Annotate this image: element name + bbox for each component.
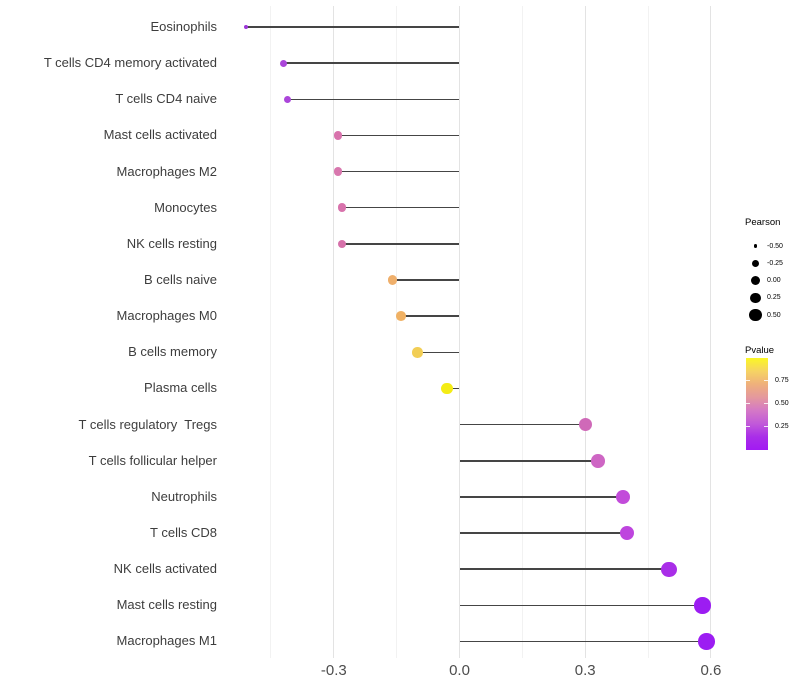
colorbar-tick-label: 0.25 bbox=[775, 422, 789, 430]
lollipop-stem bbox=[337, 134, 460, 137]
lollipop-stem bbox=[459, 460, 598, 462]
color-legend-title: Pvalue bbox=[745, 345, 775, 356]
category-label: Macrophages M1 bbox=[116, 633, 217, 649]
colorbar-tick bbox=[764, 403, 768, 405]
lollipop-stem bbox=[459, 423, 586, 426]
size-legend-title: Pearson bbox=[745, 217, 781, 228]
lollipop-point bbox=[333, 167, 343, 176]
category-label: Neutrophils bbox=[151, 488, 217, 504]
lollipop-point bbox=[441, 382, 453, 395]
category-label: Monocytes bbox=[154, 199, 217, 215]
gridline-minor bbox=[396, 6, 398, 658]
lollipop-point bbox=[412, 347, 423, 358]
lollipop-stem bbox=[446, 387, 460, 390]
category-label: Macrophages M2 bbox=[116, 163, 217, 179]
lollipop-stem bbox=[400, 315, 460, 317]
colorbar-tick-label: 0.50 bbox=[775, 399, 789, 407]
lollipop-point bbox=[590, 453, 605, 468]
size-legend-label: 0.50 bbox=[767, 311, 781, 319]
size-legend-label: -0.25 bbox=[767, 259, 783, 267]
gridline-major bbox=[584, 6, 586, 658]
lollipop-point bbox=[387, 275, 398, 285]
x-tick-label: 0.0 bbox=[449, 662, 470, 679]
lollipop-point bbox=[333, 131, 343, 140]
category-label: T cells follicular helper bbox=[88, 452, 217, 468]
category-label: T cells CD4 memory activated bbox=[43, 55, 217, 71]
lollipop-point bbox=[619, 525, 635, 541]
lollipop-point bbox=[337, 203, 347, 213]
lollipop-point bbox=[698, 633, 715, 650]
lollipop-stem bbox=[459, 640, 707, 643]
category-label: T cells regulatory Tregs bbox=[78, 416, 217, 432]
gridline-minor bbox=[521, 6, 523, 658]
category-label: B cells naive bbox=[144, 272, 217, 288]
size-legend-dot bbox=[750, 275, 761, 286]
x-tick-label: 0.3 bbox=[574, 662, 596, 679]
size-legend-dot bbox=[751, 259, 760, 267]
colorbar-tick bbox=[746, 426, 750, 428]
gridline-major bbox=[333, 6, 335, 658]
size-legend-label: 0.25 bbox=[767, 294, 781, 302]
lollipop-point bbox=[243, 25, 248, 29]
colorbar-tick bbox=[764, 380, 768, 382]
lollipop-stem bbox=[245, 26, 460, 28]
gridline-minor bbox=[270, 6, 272, 658]
category-label: T cells CD8 bbox=[150, 525, 217, 541]
colorbar-tick bbox=[746, 403, 750, 405]
lollipop-point bbox=[661, 561, 677, 577]
category-label: B cells memory bbox=[128, 344, 217, 360]
x-tick-label: -0.3 bbox=[320, 662, 347, 679]
category-label: Mast cells resting bbox=[116, 597, 217, 613]
lollipop-point bbox=[395, 311, 406, 322]
category-label: Macrophages M0 bbox=[116, 308, 217, 324]
lollipop-point bbox=[280, 59, 288, 67]
lollipop-stem bbox=[342, 206, 460, 209]
category-label: Plasma cells bbox=[144, 380, 217, 396]
gridline-minor bbox=[647, 6, 649, 658]
lollipop-stem bbox=[283, 62, 460, 64]
lollipop-stem bbox=[287, 98, 460, 101]
lollipop-point bbox=[284, 95, 292, 103]
size-legend-dot bbox=[753, 244, 758, 248]
lollipop-point bbox=[337, 239, 347, 249]
lollipop-point bbox=[615, 489, 630, 504]
lollipop-stem bbox=[342, 243, 460, 245]
category-label: Eosinophils bbox=[150, 19, 218, 34]
lollipop-stem bbox=[459, 604, 703, 607]
size-legend-label: -0.50 bbox=[767, 242, 783, 250]
colorbar-tick bbox=[764, 426, 768, 428]
category-label: NK cells activated bbox=[113, 561, 217, 577]
lollipop-point bbox=[694, 597, 711, 614]
category-label: T cells CD4 naive bbox=[115, 91, 217, 107]
colorbar bbox=[746, 358, 768, 450]
lollipop-stem bbox=[459, 496, 623, 498]
lollipop-point bbox=[578, 418, 592, 432]
size-legend-dot bbox=[750, 292, 761, 304]
gridline-major bbox=[710, 6, 712, 658]
size-legend-dot bbox=[749, 309, 762, 322]
lollipop-stem bbox=[392, 279, 460, 281]
lollipop-stem bbox=[459, 568, 669, 570]
colorbar-tick-label: 0.75 bbox=[775, 376, 789, 384]
lollipop-stem bbox=[417, 351, 460, 354]
category-label: Mast cells activated bbox=[103, 127, 217, 143]
colorbar-tick bbox=[746, 380, 750, 382]
lollipop-stem bbox=[337, 170, 460, 173]
lollipop-stem bbox=[459, 532, 628, 534]
size-legend-label: 0.00 bbox=[767, 277, 781, 285]
gridline-major bbox=[459, 6, 460, 658]
x-tick-label: 0.6 bbox=[700, 662, 722, 679]
category-label: NK cells resting bbox=[126, 235, 217, 251]
